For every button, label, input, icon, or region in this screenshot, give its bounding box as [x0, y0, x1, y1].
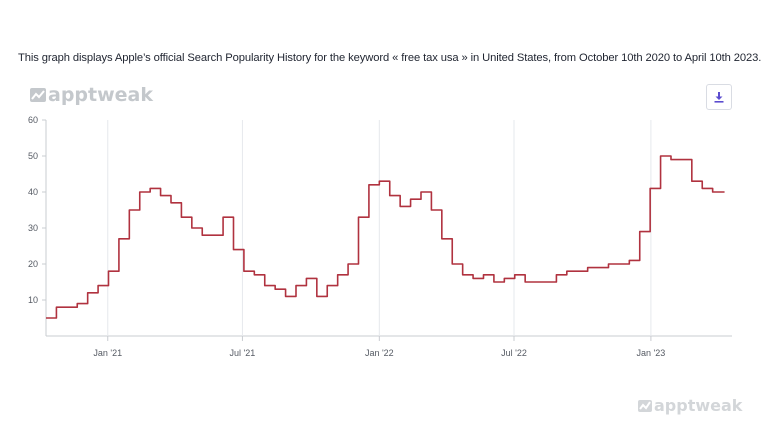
apptweak-watermark-icon — [638, 399, 652, 412]
download-icon — [714, 92, 724, 103]
chart-caption: This graph displays Apple’s official Sea… — [18, 52, 762, 64]
line-chart: 10 20 30 40 50 60 Jan '21 Jul '21 Jan '22 Jul '22… — [28, 115, 732, 358]
x-tick-label: Jan '21 — [93, 348, 122, 358]
watermark-text: apptweak — [654, 396, 743, 415]
x-tick-label: Jul '21 — [230, 348, 256, 358]
download-button[interactable] — [706, 84, 732, 110]
y-tick-label: 30 — [28, 223, 38, 233]
apptweak-watermark: apptweak — [638, 396, 742, 415]
y-tick-label: 10 — [28, 295, 38, 305]
x-tick-label: Jul '22 — [501, 348, 527, 358]
logo-text: apptweak — [48, 84, 154, 106]
x-tick-label: Jan '22 — [365, 348, 394, 358]
y-tick-label: 60 — [28, 115, 38, 125]
y-tick-label: 20 — [28, 259, 38, 269]
x-tick-label: Jan '23 — [637, 348, 666, 358]
y-tick-label: 40 — [28, 187, 38, 197]
y-tick-label: 50 — [28, 151, 38, 161]
series-line — [46, 155, 725, 319]
apptweak-logo-icon — [30, 88, 46, 102]
chart-card: 10 20 30 40 50 60 Jan '21 Jul '21 Jan '22 Jul '22… — [0, 80, 768, 360]
apptweak-logo: apptweak — [30, 84, 153, 106]
